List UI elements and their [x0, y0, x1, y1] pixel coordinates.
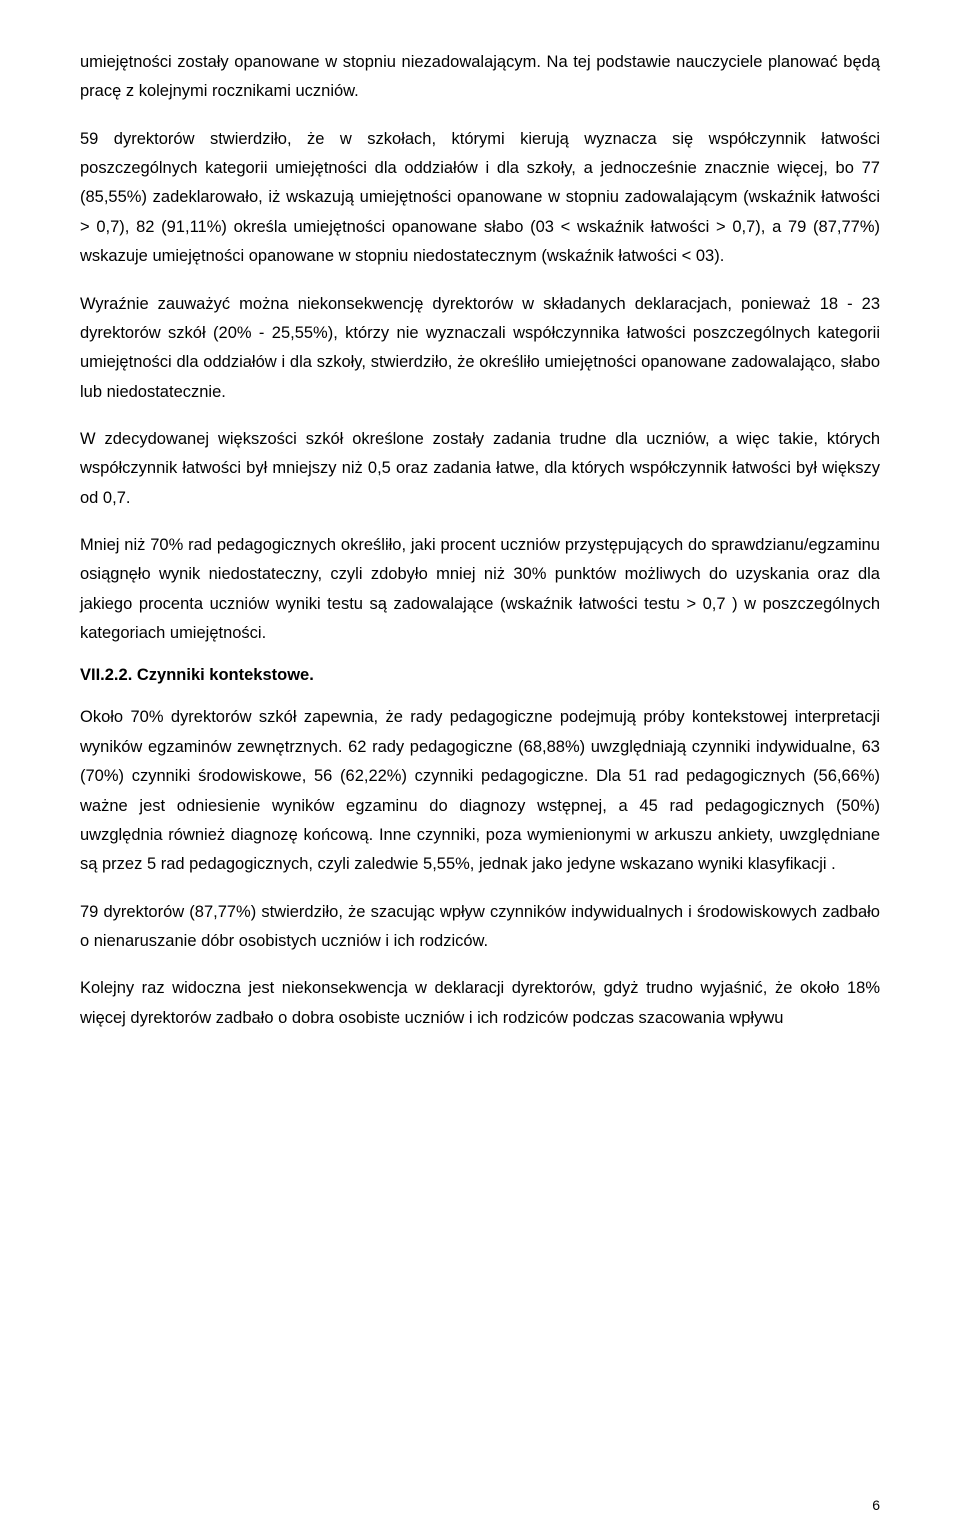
- paragraph-5: Mniej niż 70% rad pedagogicznych określi…: [80, 531, 880, 648]
- paragraph-6: Około 70% dyrektorów szkół zapewnia, że …: [80, 703, 880, 879]
- paragraph-1: umiejętności zostały opanowane w stopniu…: [80, 48, 880, 107]
- paragraph-8: Kolejny raz widoczna jest niekonsekwencj…: [80, 974, 880, 1033]
- document-page: umiejętności zostały opanowane w stopniu…: [0, 0, 960, 1537]
- paragraph-7: 79 dyrektorów (87,77%) stwierdziło, że s…: [80, 898, 880, 957]
- page-number: 6: [872, 1497, 880, 1513]
- paragraph-4: W zdecydowanej większości szkół określon…: [80, 425, 880, 513]
- section-heading: VII.2.2. Czynniki kontekstowe.: [80, 666, 880, 685]
- paragraph-3: Wyraźnie zauważyć można niekonsekwencję …: [80, 290, 880, 407]
- paragraph-2: 59 dyrektorów stwierdziło, że w szkołach…: [80, 125, 880, 272]
